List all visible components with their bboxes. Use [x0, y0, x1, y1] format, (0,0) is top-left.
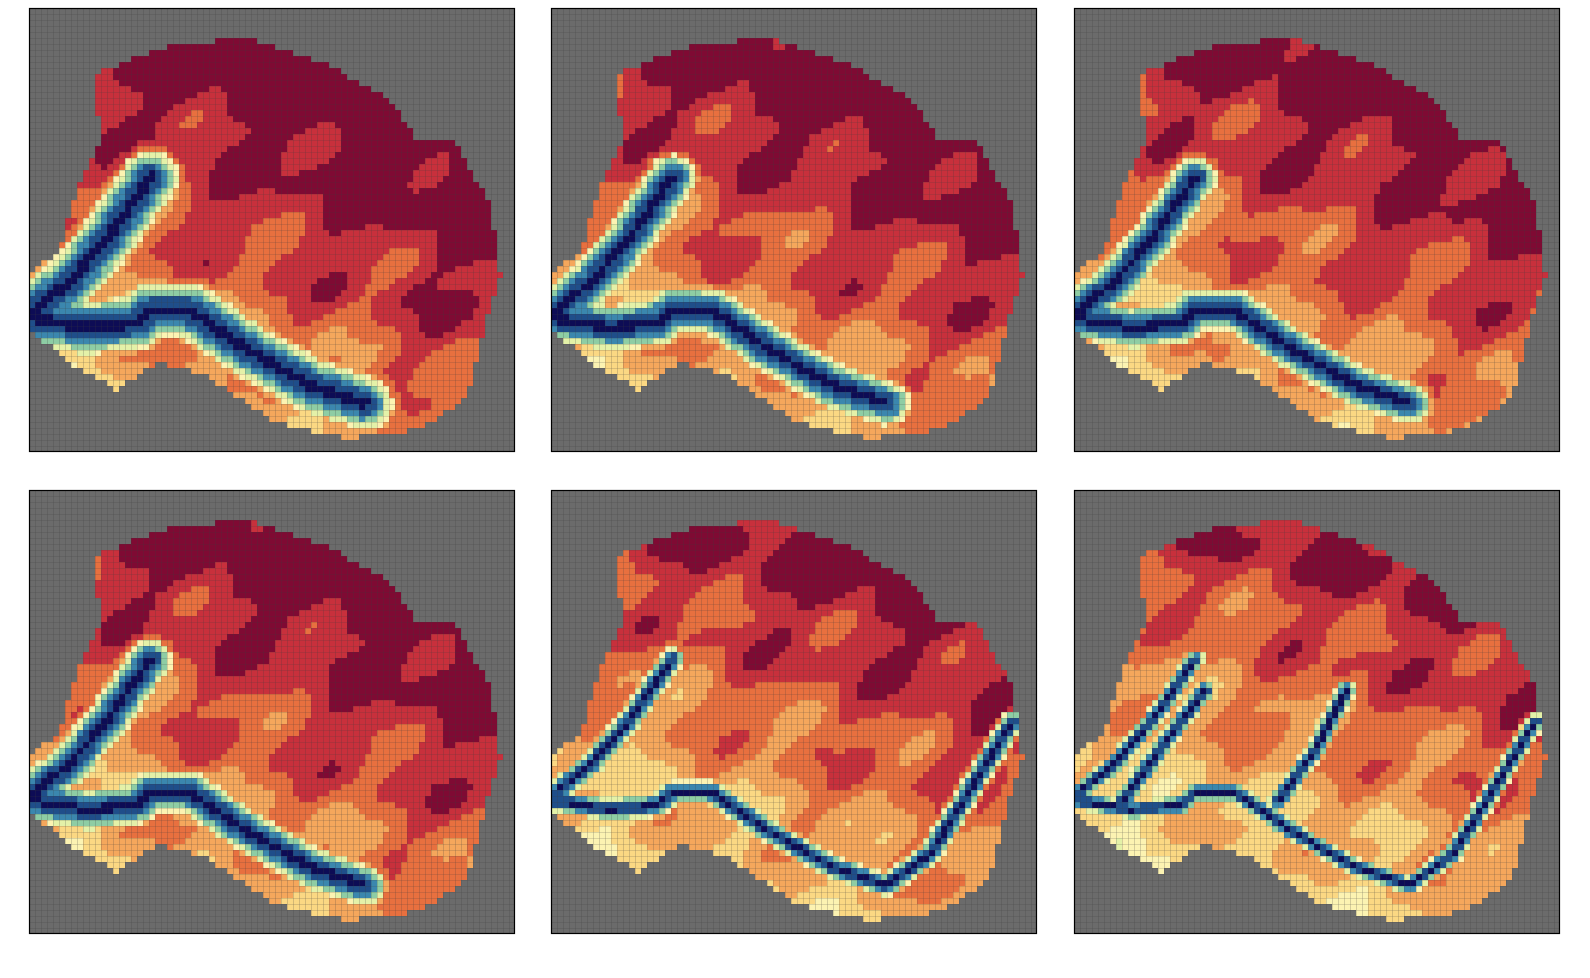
map-panel: [550, 7, 1038, 453]
grid-overlay: [29, 8, 515, 452]
map-panel: [28, 7, 516, 453]
